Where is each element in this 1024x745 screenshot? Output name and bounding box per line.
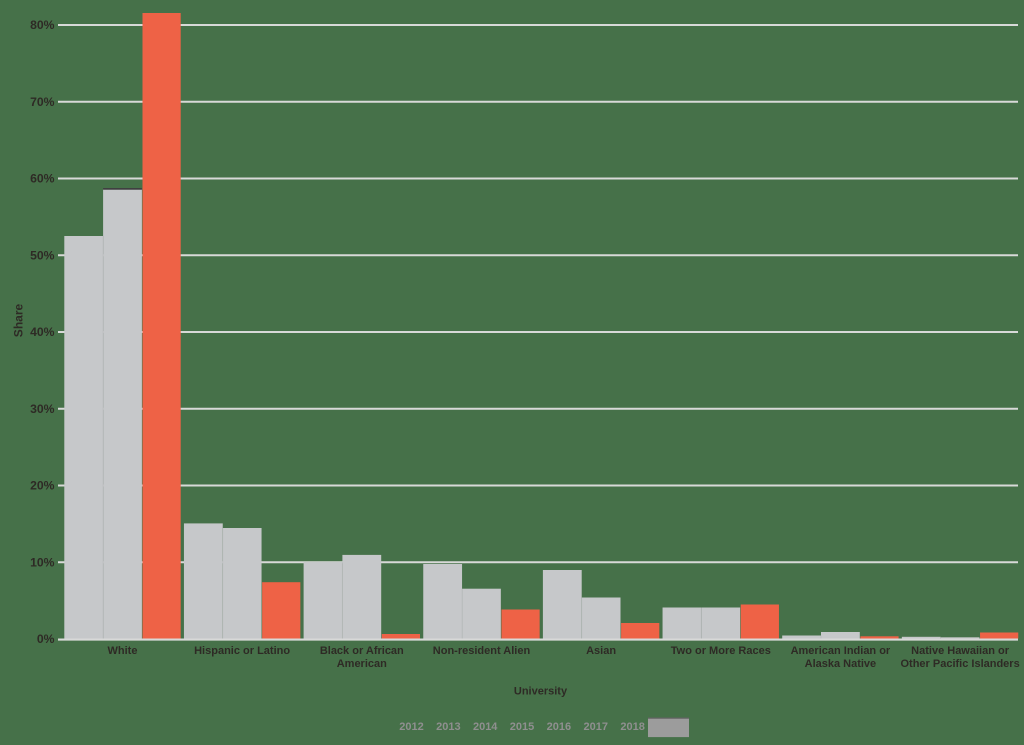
svg-text:Other Pacific Islanders: Other Pacific Islanders	[900, 658, 1019, 670]
svg-text:Non-resident Alien: Non-resident Alien	[433, 645, 531, 657]
svg-text:Alaska Native: Alaska Native	[805, 658, 877, 670]
svg-text:2018: 2018	[620, 721, 644, 733]
svg-text:University: University	[514, 686, 568, 698]
svg-text:Share: Share	[12, 304, 26, 338]
svg-text:20%: 20%	[30, 479, 55, 493]
svg-text:2013: 2013	[436, 721, 460, 733]
svg-text:Hispanic or Latino: Hispanic or Latino	[194, 645, 290, 657]
svg-text:2017: 2017	[584, 721, 608, 733]
svg-text:50%: 50%	[30, 248, 55, 262]
svg-text:2015: 2015	[510, 721, 534, 733]
svg-text:2016: 2016	[547, 721, 571, 733]
svg-text:60%: 60%	[30, 172, 55, 186]
svg-text:Native Hawaiian or: Native Hawaiian or	[911, 645, 1010, 657]
svg-text:American: American	[337, 658, 387, 670]
svg-text:10%: 10%	[30, 556, 55, 570]
svg-text:White: White	[108, 645, 138, 657]
svg-text:Black or African: Black or African	[320, 645, 404, 657]
svg-text:American Indian or: American Indian or	[791, 645, 891, 657]
svg-text:30%: 30%	[30, 402, 55, 416]
svg-text:0%: 0%	[37, 632, 55, 646]
svg-text:70%: 70%	[30, 95, 55, 109]
svg-text:Two or More Races: Two or More Races	[671, 645, 771, 657]
svg-text:Asian: Asian	[586, 645, 616, 657]
svg-text:2014: 2014	[473, 721, 498, 733]
svg-text:2012: 2012	[399, 721, 423, 733]
svg-text:40%: 40%	[30, 325, 55, 339]
svg-text:80%: 80%	[30, 18, 55, 32]
